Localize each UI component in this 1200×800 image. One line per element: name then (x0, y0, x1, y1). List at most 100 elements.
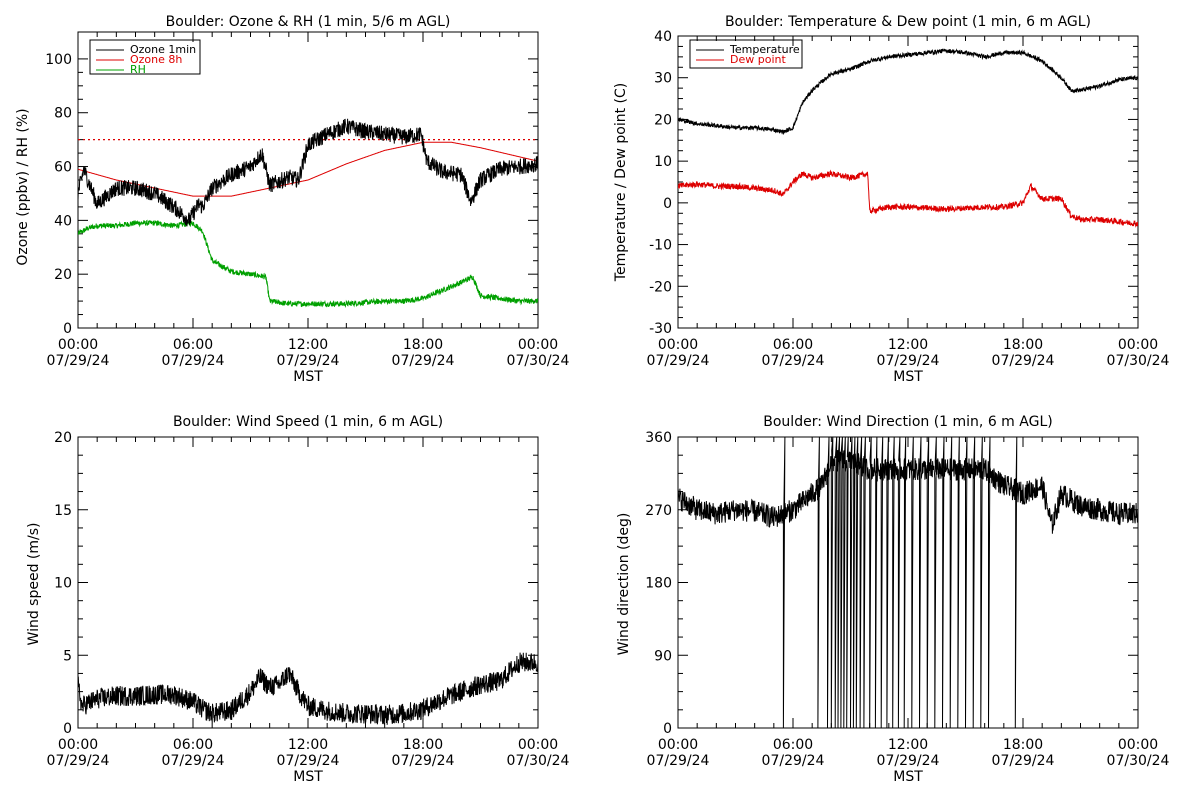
wind-speed-plot-frame (77, 436, 539, 729)
wind-speed-xtick-date-label: 07/29/24 (47, 753, 110, 769)
ozone-rh-xtick-date-label: 07/30/24 (507, 353, 570, 369)
temp-dew-legend: Temperature Dew point (689, 39, 803, 69)
temp-dew-xtick-time-label: 00:00 (1118, 337, 1158, 353)
ozone-rh-ytick-label: 0 (63, 321, 72, 337)
temp-dew-xtick-time-label: 12:00 (888, 337, 928, 353)
wind-direction-series-group (678, 437, 1138, 728)
wind-speed-xtick-date-label: 07/29/24 (277, 753, 340, 769)
wind-speed-ytick-label: 0 (63, 721, 72, 737)
ozone-rh-xtick-time-label: 00:00 (58, 337, 98, 353)
legend-dew-point: Dew point (730, 53, 786, 66)
temp-dew-ylabel: Temperature / Dew point (C) (613, 83, 629, 282)
wind-speed-xtick-date-label: 07/29/24 (392, 753, 455, 769)
temp-dew-ytick-label: 0 (663, 196, 672, 212)
ozone-rh-series-rh (78, 219, 538, 309)
ozone-rh-ytick-label: 80 (54, 106, 72, 122)
wind-speed-ytick-label: 15 (54, 503, 72, 519)
temp-dew-ytick-label: 40 (654, 29, 672, 45)
wind-speed-xtick-time-label: 06:00 (173, 737, 213, 753)
wind-direction-xtick-time-label: 18:00 (1003, 737, 1043, 753)
ozone-rh-ylabel: Ozone (ppbv) / RH (%) (15, 108, 31, 265)
wind-direction-ytick-label: 180 (645, 576, 672, 592)
temp-dew-xlabel: MST (893, 369, 923, 385)
legend-ozone-8h: Ozone 8h (130, 53, 182, 66)
temp-dew-ytick-label: 10 (654, 154, 672, 170)
wind-speed-ytick-label: 10 (54, 576, 72, 592)
wind-direction-panel: Boulder: Wind Direction (1 min, 6 m AGL)… (616, 414, 1170, 785)
wind-speed-ytick-label: 5 (63, 648, 72, 664)
ozone-rh-xlabel: MST (293, 369, 323, 385)
temp-dew-series-temperature (678, 48, 1138, 135)
ozone-rh-ytick-label: 20 (54, 267, 72, 283)
ozone-rh-xtick-time-label: 12:00 (288, 337, 328, 353)
temp-dew-xtick-time-label: 06:00 (773, 337, 813, 353)
temp-dew-xtick-date-label: 07/29/24 (647, 353, 710, 369)
wind-speed-xtick-time-label: 00:00 (518, 737, 558, 753)
ozone-rh-xtick-time-label: 00:00 (518, 337, 558, 353)
ozone-rh-title: Boulder: Ozone & RH (1 min, 5/6 m AGL) (166, 14, 451, 30)
wind-direction-xtick-time-label: 00:00 (1118, 737, 1158, 753)
wind-direction-xlabel: MST (893, 769, 923, 785)
temp-dew-ytick-label: -20 (649, 279, 672, 295)
ozone-rh-ytick-label: 40 (54, 213, 72, 229)
temp-dew-ytick-label: -10 (649, 238, 672, 254)
wind-direction-xtick-time-label: 12:00 (888, 737, 928, 753)
wind-speed-title: Boulder: Wind Speed (1 min, 6 m AGL) (173, 414, 443, 430)
ozone-rh-xtick-date-label: 07/29/24 (277, 353, 340, 369)
wind-speed-xtick-time-label: 00:00 (58, 737, 98, 753)
wind-direction-series-wind-dir (678, 437, 1138, 728)
wind-speed-xtick-time-label: 18:00 (403, 737, 443, 753)
temp-dew-series-group (678, 48, 1138, 228)
wind-direction-title: Boulder: Wind Direction (1 min, 6 m AGL) (763, 414, 1052, 430)
ozone-rh-xtick-date-label: 07/29/24 (47, 353, 110, 369)
ozone-rh-xtick-time-label: 18:00 (403, 337, 443, 353)
ozone-rh-ytick-label: 100 (45, 52, 72, 68)
wind-direction-xtick-date-label: 07/29/24 (647, 753, 710, 769)
temp-dew-ytick-label: -30 (649, 321, 672, 337)
ozone-rh-xtick-date-label: 07/29/24 (162, 353, 225, 369)
ozone-rh-series-ozone-1min (78, 118, 538, 227)
temp-dew-ytick-label: 30 (654, 71, 672, 87)
wind-speed-xtick-time-label: 12:00 (288, 737, 328, 753)
wind-speed-series-wind-speed (78, 652, 538, 725)
wind-direction-ytick-label: 360 (645, 430, 672, 446)
ozone-rh-panel: Boulder: Ozone & RH (1 min, 5/6 m AGL) O… (15, 14, 570, 385)
temp-dew-plot-frame (677, 35, 1139, 329)
temp-dew-panel: Boulder: Temperature & Dew point (1 min,… (613, 14, 1170, 385)
wind-speed-xtick-date-label: 07/30/24 (507, 753, 570, 769)
legend-rh: RH (130, 63, 146, 76)
wind-speed-ylabel: Wind speed (m/s) (26, 523, 42, 646)
ozone-rh-xtick-time-label: 06:00 (173, 337, 213, 353)
temp-dew-xtick-time-label: 00:00 (658, 337, 698, 353)
temp-dew-xtick-time-label: 18:00 (1003, 337, 1043, 353)
wind-speed-xlabel: MST (293, 769, 323, 785)
wind-direction-ytick-label: 270 (645, 503, 672, 519)
ozone-rh-xtick-date-label: 07/29/24 (392, 353, 455, 369)
ozone-rh-series-group (78, 118, 538, 309)
wind-direction-ylabel: Wind direction (deg) (616, 513, 632, 656)
temp-dew-xtick-date-label: 07/29/24 (877, 353, 940, 369)
temp-dew-xtick-date-label: 07/29/24 (762, 353, 825, 369)
legend-ozone-1min: Ozone 1min (130, 43, 196, 56)
temp-dew-xtick-date-label: 07/29/24 (992, 353, 1055, 369)
wind-direction-xtick-date-label: 07/29/24 (762, 753, 825, 769)
temp-dew-xtick-date-label: 07/30/24 (1107, 353, 1170, 369)
wind-speed-ytick-label: 20 (54, 430, 72, 446)
wind-direction-plot-frame (677, 436, 1139, 729)
wind-direction-xtick-date-label: 07/29/24 (877, 753, 940, 769)
ozone-rh-legend: Ozone 1min Ozone 8h RH (89, 39, 201, 76)
wind-speed-xtick-date-label: 07/29/24 (162, 753, 225, 769)
temp-dew-title: Boulder: Temperature & Dew point (1 min,… (725, 14, 1091, 30)
wind-direction-xtick-time-label: 06:00 (773, 737, 813, 753)
temp-dew-series-dew-point (678, 169, 1138, 228)
temp-dew-ytick-label: 20 (654, 112, 672, 128)
wind-direction-xtick-date-label: 07/29/24 (992, 753, 1055, 769)
wind-direction-ytick-label: 90 (654, 648, 672, 664)
ozone-rh-ytick-label: 60 (54, 160, 72, 176)
wind-direction-xtick-date-label: 07/30/24 (1107, 753, 1170, 769)
wind-speed-panel: Boulder: Wind Speed (1 min, 6 m AGL) Win… (26, 414, 570, 785)
wind-direction-xtick-time-label: 00:00 (658, 737, 698, 753)
wind-direction-ytick-label: 0 (663, 721, 672, 737)
wind-speed-series-group (78, 652, 538, 725)
